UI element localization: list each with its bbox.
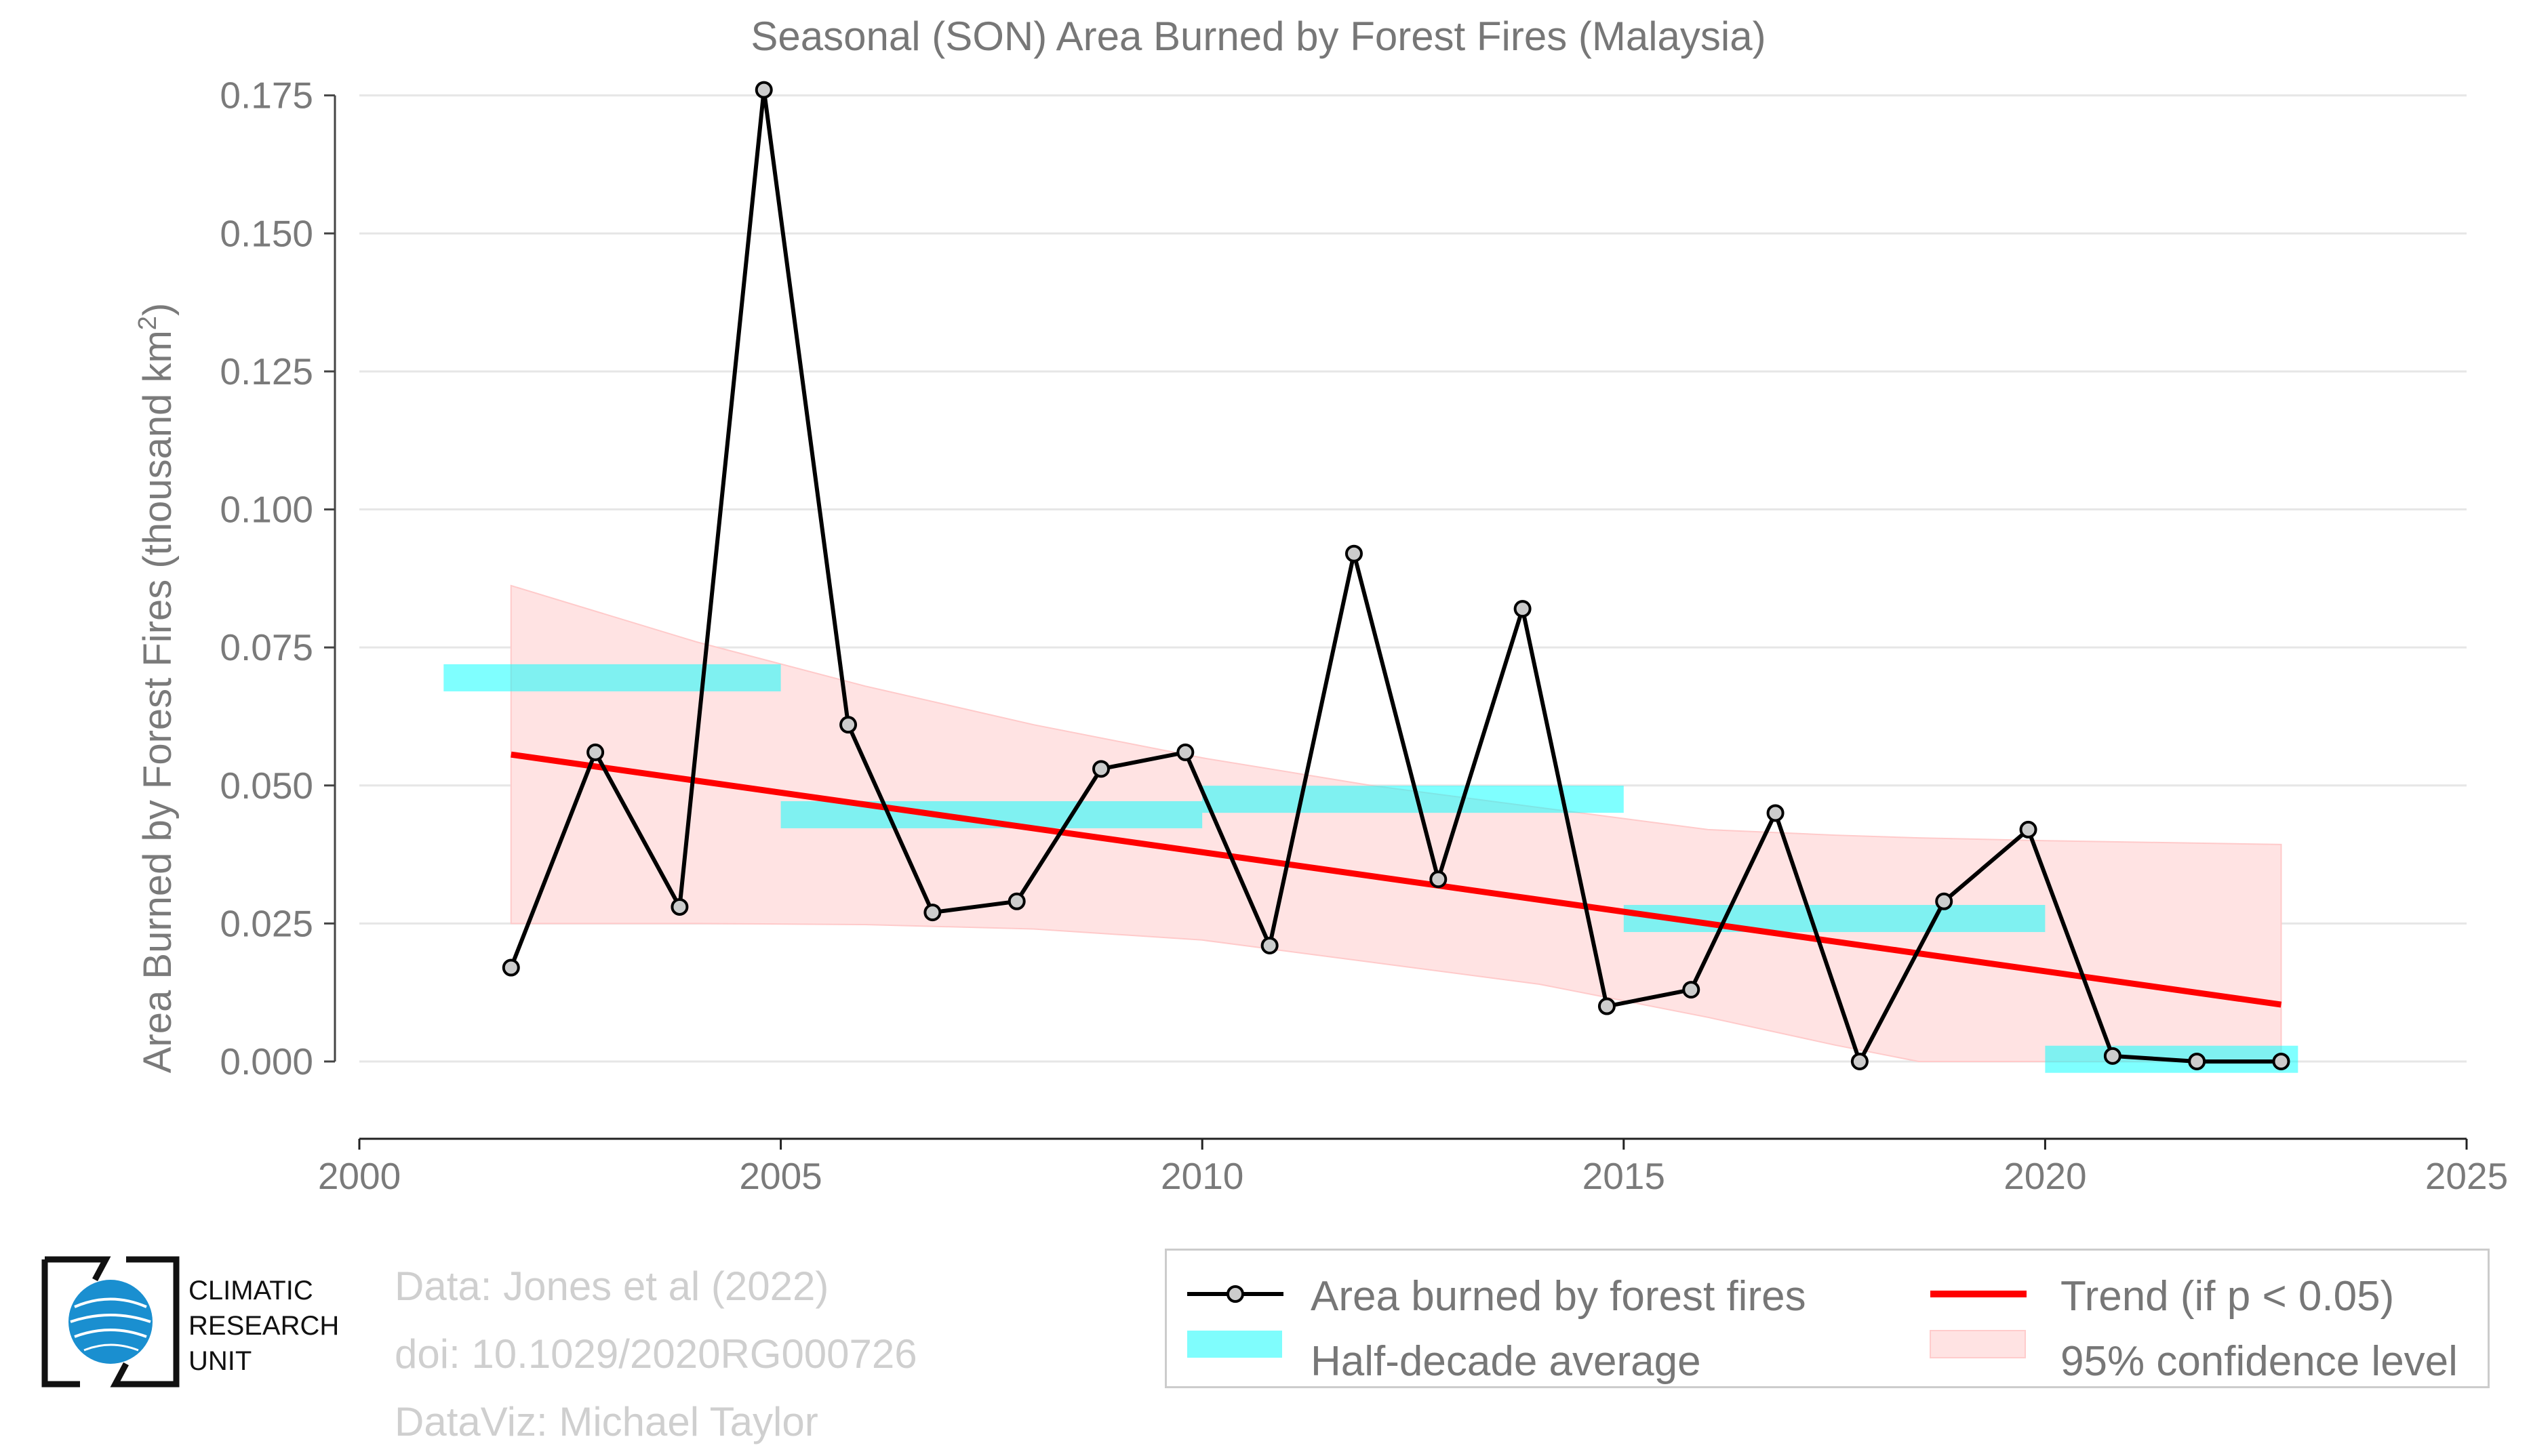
x-tick-label: 2000 xyxy=(318,1155,401,1197)
chart: Seasonal (SON) Area Burned by Forest Fir… xyxy=(134,14,2508,1197)
x-tick-label: 2015 xyxy=(1582,1155,1665,1197)
data-point xyxy=(1429,870,1448,889)
legend-average-swatch xyxy=(1187,1331,1282,1358)
y-axis-label-text: Area Burned by Forest Fires (thousand km xyxy=(136,330,180,1073)
legend-confidence-swatch xyxy=(1930,1330,2026,1358)
confidence-band xyxy=(510,584,2282,1062)
y-tick-label: 0.075 xyxy=(220,626,313,668)
data-point xyxy=(839,716,858,734)
data-point xyxy=(1513,600,1532,618)
confidence-band-area xyxy=(510,584,2282,1062)
data-point xyxy=(1850,1052,1869,1070)
data-point xyxy=(1597,997,1616,1015)
data-point xyxy=(1766,804,1785,822)
legend-confidence-label: 95% confidence level xyxy=(2060,1338,2458,1385)
y-axis-label: Area Burned by Forest Fires (thousand km… xyxy=(134,303,180,1074)
data-point xyxy=(1935,892,1953,910)
y-tick-label: 0.050 xyxy=(220,765,313,807)
logo-text: CLIMATIC RESEARCH UNIT xyxy=(188,1273,339,1379)
legend-trend-label: Trend (if p < 0.05) xyxy=(2060,1273,2395,1320)
data-point xyxy=(2019,820,2037,838)
half-decade-bar xyxy=(1202,786,1624,813)
x-tick-label: 2020 xyxy=(2004,1155,2086,1197)
data-point xyxy=(1092,760,1111,778)
x-ticks: 2000 2005 2010 2015 2020 2025 xyxy=(318,1139,2508,1197)
legend-series-swatch xyxy=(1187,1285,1283,1303)
half-decade-bar xyxy=(443,664,781,691)
chart-title: Seasonal (SON) Area Burned by Forest Fir… xyxy=(751,14,1766,59)
cru-logo xyxy=(41,1256,180,1388)
data-point xyxy=(1008,892,1026,910)
logo-line-2: RESEARCH xyxy=(188,1311,340,1341)
data-point xyxy=(586,743,605,761)
y-ticks: 0.000 0.025 0.050 0.075 0.100 0.125 0.150 0.175 xyxy=(220,75,335,1083)
y-tick-label: 0.125 xyxy=(220,350,313,392)
data-point xyxy=(1682,981,1700,999)
y-tick-label: 0.025 xyxy=(220,902,313,944)
credits: Data: Jones et al (2022) doi: 10.1029/20… xyxy=(395,1253,917,1456)
data-point xyxy=(1344,544,1363,563)
y-tick-label: 0.000 xyxy=(220,1040,313,1083)
half-decade-bar xyxy=(1623,905,2046,933)
trend-line-group xyxy=(511,751,2282,1008)
legend-trend-swatch xyxy=(1930,1291,2027,1297)
data-point xyxy=(755,81,773,99)
legend: Area burned by forest fires Half-decade … xyxy=(1165,1249,2490,1388)
data-point xyxy=(2103,1047,2121,1065)
series-line xyxy=(509,87,2281,1064)
credit-doi: doi: 10.1029/2020RG000726 xyxy=(395,1331,917,1377)
logo-line-3: UNIT xyxy=(188,1346,252,1376)
trend-line xyxy=(511,751,2282,1008)
data-point xyxy=(1176,743,1195,761)
data-point xyxy=(2272,1052,2290,1070)
x-tick-label: 2025 xyxy=(2425,1155,2508,1197)
y-tick-label: 0.175 xyxy=(220,75,313,117)
data-point xyxy=(1260,936,1279,954)
data-point xyxy=(923,904,942,922)
data-point xyxy=(502,958,520,977)
x-tick-label: 2010 xyxy=(1161,1155,1243,1197)
series-group xyxy=(502,81,2290,1070)
y-axis-label-close: ) xyxy=(136,303,180,316)
logo-line-1: CLIMATIC xyxy=(188,1276,313,1306)
y-axis-label-superscript: 2 xyxy=(134,316,162,330)
axes xyxy=(334,95,2467,1140)
y-tick-label: 0.150 xyxy=(220,212,313,254)
legend-average-label: Half-decade average xyxy=(1311,1338,1701,1385)
legend-series-label: Area burned by forest fires xyxy=(1311,1273,1806,1320)
credit-data: Data: Jones et al (2022) xyxy=(395,1263,829,1309)
data-point xyxy=(2188,1052,2206,1070)
data-point xyxy=(671,897,689,916)
x-tick-label: 2005 xyxy=(739,1155,822,1197)
y-tick-label: 0.100 xyxy=(220,489,313,531)
credit-dataviz: DataViz: Michael Taylor xyxy=(395,1399,818,1444)
